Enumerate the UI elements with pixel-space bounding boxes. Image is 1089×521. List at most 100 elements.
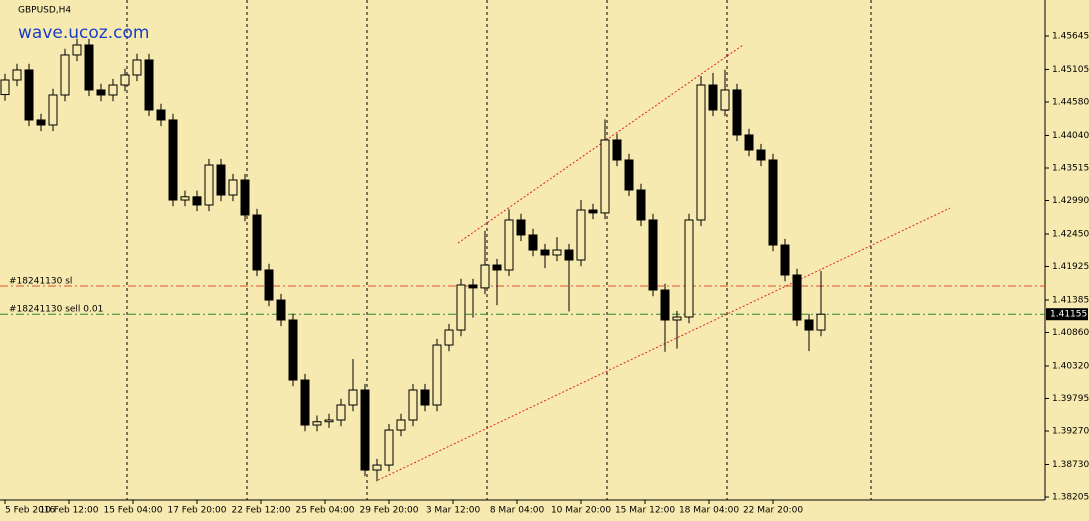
trend-line bbox=[377, 207, 951, 481]
candle-body bbox=[60, 54, 70, 96]
candle-body bbox=[240, 179, 250, 216]
candle-body bbox=[216, 164, 226, 196]
candle-body bbox=[480, 264, 490, 289]
x-tick-label: 8 Mar 04:00 bbox=[490, 506, 545, 516]
candle-body bbox=[540, 249, 550, 256]
candle-body bbox=[288, 319, 298, 381]
candle-body bbox=[660, 289, 670, 321]
candle-body bbox=[612, 139, 622, 161]
candle-body bbox=[576, 209, 586, 261]
candle-body bbox=[492, 264, 502, 271]
x-tick-label: 10 Mar 20:00 bbox=[551, 506, 611, 516]
candle-body bbox=[672, 316, 682, 321]
candle-body bbox=[72, 44, 82, 56]
candle-body bbox=[252, 214, 262, 271]
candle-body bbox=[300, 379, 310, 426]
candle-body bbox=[132, 59, 142, 76]
y-tick-label: 1.41385 bbox=[1052, 295, 1089, 305]
order-label: #18241130 sl bbox=[9, 277, 72, 287]
x-tick-label: 22 Mar 20:00 bbox=[743, 506, 803, 516]
candle-body bbox=[684, 219, 694, 318]
y-tick-label: 1.43515 bbox=[1052, 163, 1089, 173]
candle-body bbox=[348, 389, 358, 406]
candle-body bbox=[372, 464, 382, 471]
candle-body bbox=[108, 84, 118, 96]
chart-title: GBPUSD,H4 bbox=[18, 6, 71, 16]
candle-body bbox=[168, 119, 178, 201]
candle-body bbox=[96, 89, 106, 96]
watermark: wave.ucoz.com bbox=[18, 23, 149, 43]
candle-body bbox=[420, 389, 430, 406]
candle-body bbox=[456, 284, 466, 331]
candle-body bbox=[804, 319, 814, 331]
candle-body bbox=[156, 109, 166, 121]
price-marker bbox=[1046, 308, 1088, 321]
candle-body bbox=[48, 94, 58, 126]
y-tick-label: 1.44040 bbox=[1052, 131, 1089, 141]
x-tick-label: 22 Feb 12:00 bbox=[231, 506, 290, 516]
candle-body bbox=[528, 234, 538, 251]
candle-body bbox=[756, 149, 766, 161]
candle-body bbox=[792, 274, 802, 321]
candle-body bbox=[816, 313, 826, 331]
y-tick-label: 1.45645 bbox=[1052, 32, 1089, 42]
candle-body bbox=[564, 249, 574, 261]
candle-body bbox=[204, 164, 214, 206]
order-label: #18241130 sell 0.01 bbox=[9, 305, 103, 315]
candle-body bbox=[276, 299, 286, 321]
candle-body bbox=[504, 219, 514, 271]
candle-body bbox=[312, 421, 322, 426]
x-tick-label: 17 Feb 20:00 bbox=[167, 506, 226, 516]
x-tick-label: 29 Feb 20:00 bbox=[359, 506, 418, 516]
y-tick-label: 1.38205 bbox=[1052, 493, 1089, 503]
price-marker-label: 1.41155 bbox=[1050, 310, 1087, 320]
candle-body bbox=[696, 84, 706, 221]
candle-body bbox=[24, 69, 34, 121]
candle-body bbox=[324, 419, 334, 423]
y-tick-label: 1.39270 bbox=[1052, 427, 1089, 437]
candle-body bbox=[432, 344, 442, 406]
candle-body bbox=[396, 419, 406, 431]
candle-body bbox=[144, 59, 154, 111]
y-tick-label: 1.42990 bbox=[1052, 196, 1089, 206]
candle-body bbox=[648, 219, 658, 291]
candle-body bbox=[336, 404, 346, 421]
x-tick-label: 25 Feb 04:00 bbox=[295, 506, 354, 516]
x-tick-label: 15 Mar 12:00 bbox=[615, 506, 675, 516]
x-tick-label: 18 Mar 04:00 bbox=[679, 506, 739, 516]
candle-body bbox=[624, 159, 634, 191]
candle-body bbox=[228, 179, 238, 196]
y-tick-label: 1.38730 bbox=[1052, 460, 1089, 470]
candle-body bbox=[708, 84, 718, 111]
y-tick-label: 1.39795 bbox=[1052, 394, 1089, 404]
candle-body bbox=[780, 244, 790, 276]
candle-body bbox=[0, 79, 10, 96]
y-tick-label: 1.40860 bbox=[1052, 328, 1089, 338]
candle-body bbox=[552, 249, 562, 256]
x-tick-label: 10 Feb 12:00 bbox=[39, 506, 98, 516]
candle-body bbox=[360, 389, 370, 471]
candle-body bbox=[384, 429, 394, 466]
candle-body bbox=[120, 74, 130, 86]
candle-body bbox=[36, 119, 46, 126]
x-tick-label: 3 Mar 12:00 bbox=[426, 506, 481, 516]
candle-body bbox=[744, 134, 754, 151]
y-tick-label: 1.40320 bbox=[1052, 361, 1089, 371]
candle-body bbox=[468, 284, 478, 289]
y-tick-label: 1.42450 bbox=[1052, 229, 1089, 239]
candle-body bbox=[192, 196, 202, 206]
candle-body bbox=[444, 329, 454, 346]
y-tick-label: 1.45105 bbox=[1052, 65, 1089, 75]
x-tick-label: 5 Feb 2016 bbox=[5, 506, 56, 516]
candle-body bbox=[516, 219, 526, 236]
y-tick-label: 1.41925 bbox=[1052, 262, 1089, 272]
candle-body bbox=[732, 89, 742, 136]
candle-body bbox=[600, 139, 610, 214]
y-tick-label: 1.44580 bbox=[1052, 97, 1089, 107]
x-tick-label: 15 Feb 04:00 bbox=[103, 506, 162, 516]
candle-body bbox=[588, 209, 598, 214]
candle-body bbox=[720, 89, 730, 111]
candle-body bbox=[12, 69, 22, 81]
